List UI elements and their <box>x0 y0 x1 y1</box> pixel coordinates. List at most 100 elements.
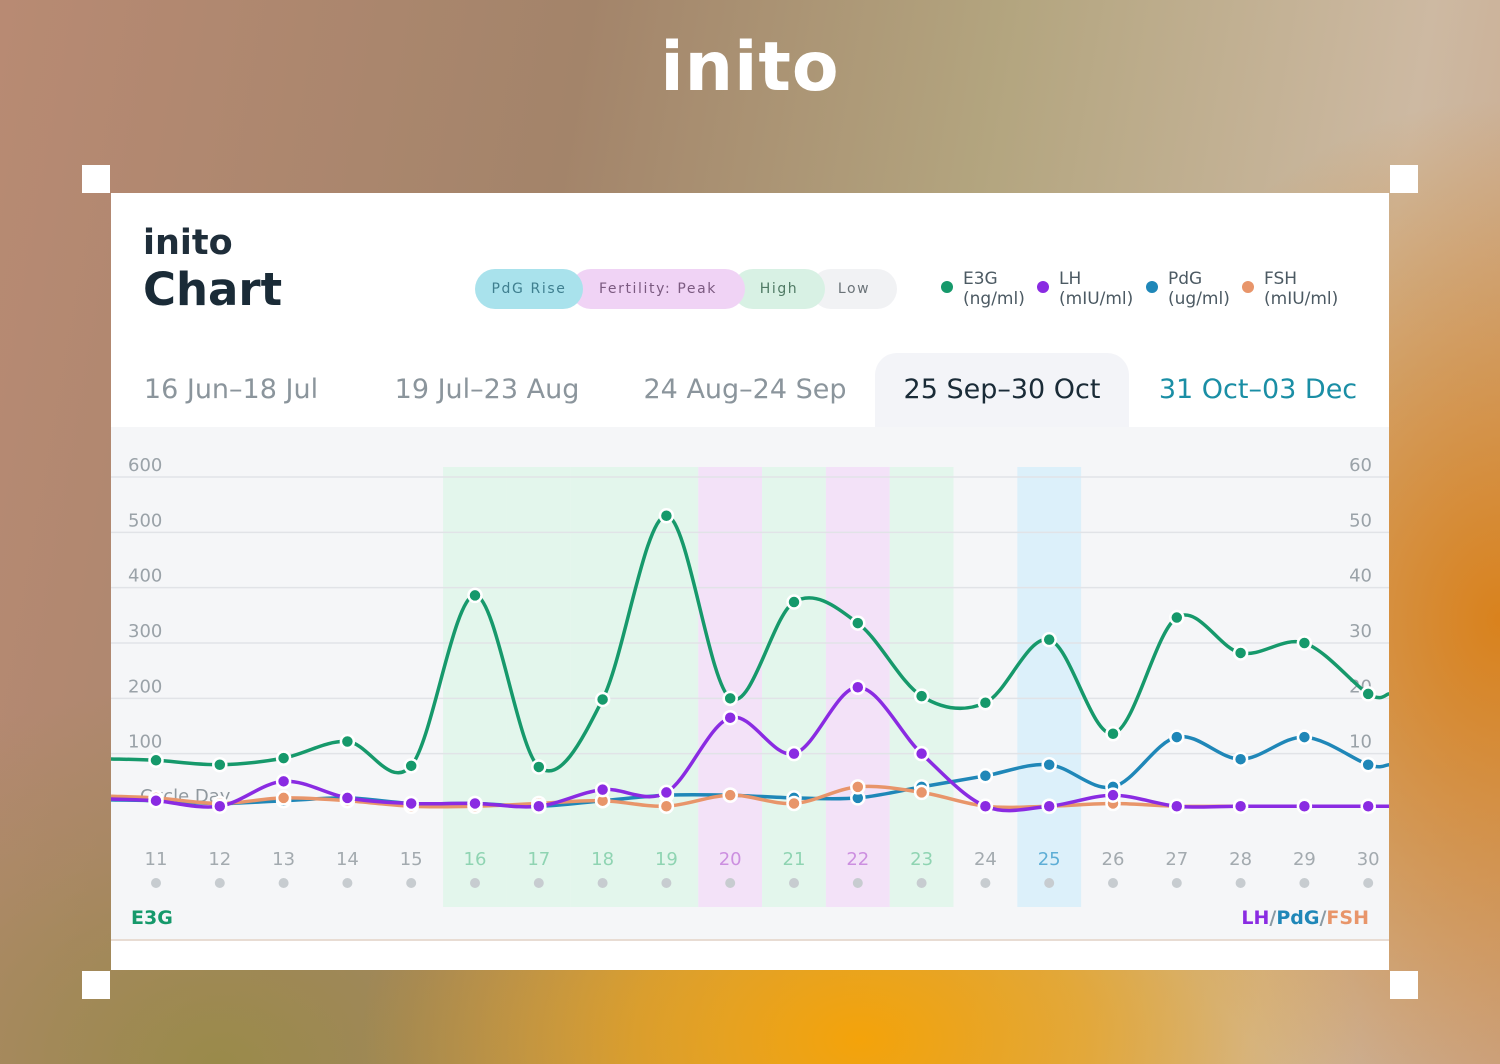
y-right-tick-label: 40 <box>1349 566 1372 587</box>
tab-25-sep-30-oct[interactable]: 25 Sep–30 Oct <box>875 353 1129 427</box>
data-point-e3g <box>531 759 547 775</box>
x-tick-label: 30 <box>1357 849 1380 870</box>
tab-24-aug-24-sep[interactable]: 24 Aug–24 Sep <box>643 374 847 405</box>
legend-unit: (mIU/ml) <box>1059 289 1134 309</box>
day-marker-dot <box>406 878 417 888</box>
data-point-e3g <box>1232 645 1249 661</box>
x-tick-label: 14 <box>336 849 359 870</box>
phase-band-high <box>570 467 635 907</box>
data-point-pdg <box>1232 751 1249 767</box>
legend-unit: (ug/ml) <box>1168 289 1230 309</box>
data-point-fsh <box>850 779 866 795</box>
x-tick-label: 16 <box>464 849 487 870</box>
data-point-e3g <box>1296 635 1313 651</box>
page-title: Chart <box>143 263 283 316</box>
y-right-tick-label: 50 <box>1349 510 1372 531</box>
data-point-e3g <box>1041 631 1057 648</box>
data-point-fsh <box>786 795 802 812</box>
phase-band-high <box>443 467 507 907</box>
data-point-lh <box>403 795 419 812</box>
data-point-fsh <box>913 784 930 801</box>
phase-band-high <box>762 467 826 907</box>
data-point-fsh <box>275 790 292 806</box>
phase-pill-fertility-peak: Fertility: Peak <box>571 269 745 309</box>
phase-band-high <box>506 467 571 907</box>
data-point-lh <box>1360 798 1376 814</box>
day-marker-dot <box>661 878 672 888</box>
data-point-e3g <box>275 750 292 766</box>
data-point-lh <box>1232 798 1249 814</box>
data-point-e3g <box>1105 725 1121 742</box>
x-tick-label: 27 <box>1165 849 1188 870</box>
day-marker-dot <box>1235 878 1246 888</box>
data-point-lh <box>212 798 228 814</box>
data-point-lh <box>339 790 356 806</box>
day-marker-dot <box>533 878 544 888</box>
right-axis-label: LH/PdG/FSH <box>1241 907 1369 929</box>
legend-name: PdG <box>1168 269 1203 289</box>
day-marker-dot <box>1299 878 1310 888</box>
tab-31-oct-03-dec[interactable]: 31 Oct–03 Dec <box>1158 374 1358 405</box>
crop-handle-bottom-left[interactable] <box>82 971 110 999</box>
x-tick-label: 29 <box>1293 849 1316 870</box>
legend-unit: (mIU/ml) <box>1264 289 1339 309</box>
x-tick-label: 22 <box>846 849 869 870</box>
day-marker-dot <box>1363 878 1374 888</box>
tab-16-jun-18-jul[interactable]: 16 Jun–18 Jul <box>143 374 319 405</box>
y-left-tick-label: 300 <box>128 621 162 642</box>
day-marker-dot <box>1171 878 1182 888</box>
right-axis-pdg: PdG <box>1276 907 1320 929</box>
day-marker-dot <box>278 878 289 888</box>
data-point-e3g <box>1360 686 1376 702</box>
y-left-tick-label: 500 <box>128 510 162 531</box>
day-marker-dot <box>151 878 161 888</box>
data-point-pdg <box>1041 756 1057 773</box>
data-point-fsh <box>722 787 738 803</box>
day-marker-dot <box>470 878 480 888</box>
x-tick-label: 25 <box>1038 849 1061 870</box>
x-tick-label: 11 <box>145 849 168 870</box>
data-point-e3g <box>148 752 164 769</box>
data-point-e3g <box>403 758 419 774</box>
x-tick-label: 28 <box>1229 849 1252 870</box>
data-point-e3g <box>467 587 483 604</box>
y-right-tick-label: 30 <box>1349 621 1372 642</box>
e3g-dot-icon <box>941 281 953 293</box>
tab-19-jul-23-aug[interactable]: 19 Jul–23 Aug <box>394 374 580 405</box>
legend-name: LH <box>1059 269 1082 289</box>
chart-card: inito Chart Low High Fertility: Peak PdG… <box>111 193 1389 970</box>
phase-pill-pdg-rise: PdG Rise <box>475 269 583 309</box>
data-point-e3g <box>594 691 611 708</box>
left-axis-label: E3G <box>131 907 173 929</box>
day-marker-dot <box>1044 878 1055 888</box>
phase-pill-low: Low <box>811 269 897 309</box>
brand-logo: inito <box>660 28 840 107</box>
data-point-lh <box>1296 798 1313 814</box>
x-tick-label: 23 <box>910 849 933 870</box>
data-point-e3g <box>212 756 228 773</box>
x-tick-label: 24 <box>974 849 997 870</box>
data-point-pdg <box>1296 729 1313 745</box>
x-tick-label: 18 <box>591 849 614 870</box>
day-marker-dot <box>980 878 991 888</box>
data-point-e3g <box>339 733 356 750</box>
data-point-lh <box>786 745 802 762</box>
x-tick-label: 13 <box>272 849 295 870</box>
data-point-pdg <box>1360 756 1376 773</box>
data-point-lh <box>658 784 675 801</box>
x-tick-label: 15 <box>400 849 423 870</box>
data-point-lh <box>913 745 930 762</box>
fsh-dot-icon <box>1242 281 1254 293</box>
data-point-lh <box>594 781 611 798</box>
x-tick-label: 19 <box>655 849 678 870</box>
data-point-e3g <box>850 615 866 631</box>
data-point-lh <box>1105 787 1121 803</box>
right-axis-sep: / <box>1319 907 1327 929</box>
crop-handle-top-left[interactable] <box>82 165 110 193</box>
data-point-lh <box>722 709 738 726</box>
data-point-lh <box>467 795 483 812</box>
y-right-tick-label: 10 <box>1349 732 1372 753</box>
crop-handle-bottom-right[interactable] <box>1390 971 1418 999</box>
crop-handle-top-right[interactable] <box>1390 165 1418 193</box>
